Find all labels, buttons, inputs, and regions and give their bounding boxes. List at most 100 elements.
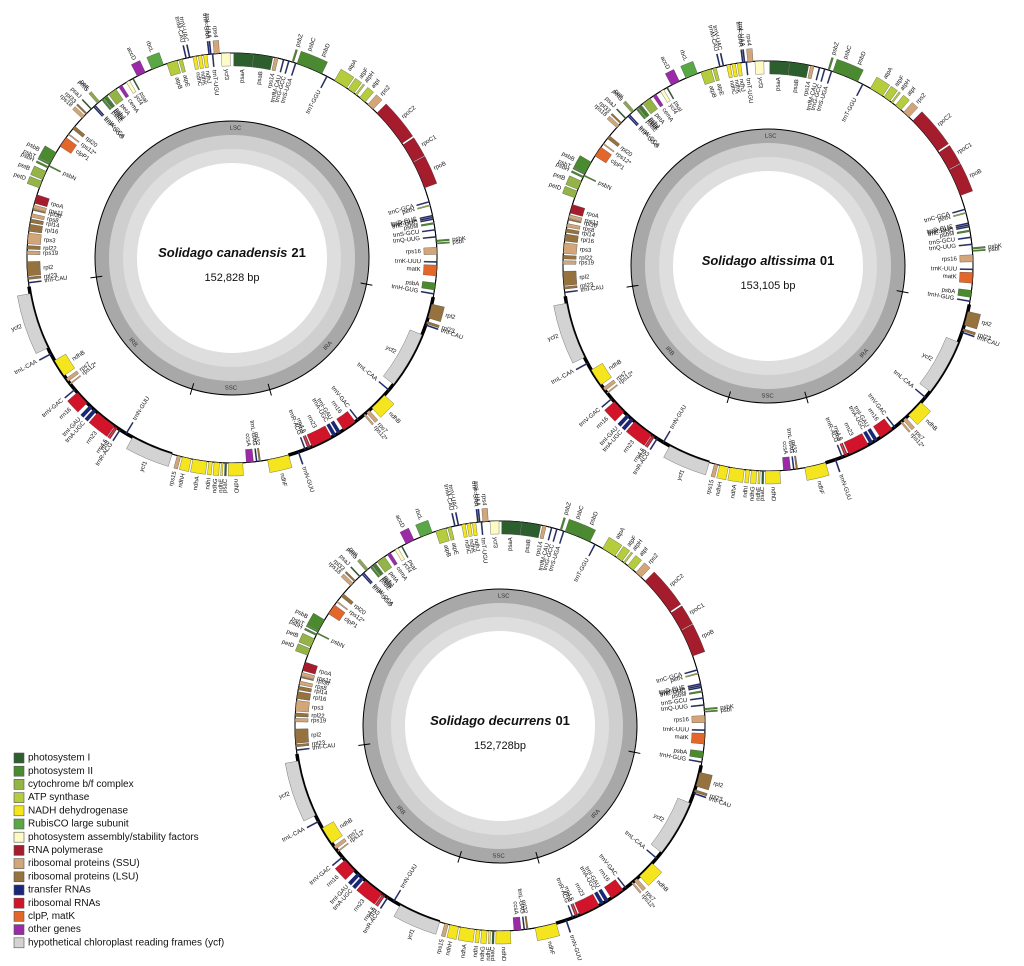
gene-label: rrn23 xyxy=(353,898,367,913)
gene-block xyxy=(719,52,725,67)
gene-block xyxy=(895,95,910,111)
gene-label: trnE-UUC xyxy=(392,220,419,231)
gene-block xyxy=(604,879,624,899)
gene-label: rpl2 xyxy=(43,265,54,272)
gene-block xyxy=(791,456,795,470)
gene-block xyxy=(436,238,450,242)
gene-label: rrn23 xyxy=(573,882,585,898)
gene-block xyxy=(841,442,848,456)
gene-block xyxy=(93,106,104,117)
gene-label: trnK-UUU xyxy=(931,266,957,272)
gene-block xyxy=(54,353,75,376)
gene-label: rps3 xyxy=(44,238,57,245)
gene-label: ycf1 xyxy=(677,468,687,481)
gene-label: trnL-CAA xyxy=(551,369,576,386)
gene-label: ycf2 xyxy=(921,352,934,363)
gene-block xyxy=(757,470,761,485)
gene-block xyxy=(562,255,577,260)
gene-block xyxy=(631,881,642,894)
gene-label: psbA xyxy=(673,748,687,756)
center-disc xyxy=(137,163,327,353)
gene-block xyxy=(425,324,439,331)
gene-block xyxy=(665,69,680,86)
region-tick xyxy=(804,391,809,404)
gene-label: petN xyxy=(402,207,416,216)
gene-label: trnE-UUC xyxy=(660,688,687,699)
gene-block xyxy=(769,60,790,76)
gene-block xyxy=(957,288,972,298)
gene-label: trnI-CAU xyxy=(580,285,604,294)
gene-block xyxy=(466,522,473,537)
gene-block xyxy=(712,67,720,82)
gene-label: rps19 xyxy=(43,251,59,257)
gene-label: trnN-GUU xyxy=(132,396,151,422)
gene-block xyxy=(670,605,693,631)
legend-swatch xyxy=(13,871,25,883)
gene-label: matK xyxy=(942,274,956,281)
gene-block xyxy=(646,849,658,859)
region-tick xyxy=(626,284,639,288)
gene-label: psbB xyxy=(560,151,575,163)
gene-label: petB xyxy=(552,172,566,182)
gene-block xyxy=(583,174,597,183)
gene-block xyxy=(740,49,744,63)
genome-length: 153,105 bp xyxy=(740,280,795,292)
gene-block xyxy=(567,905,574,919)
gene-label: rpl22 xyxy=(43,246,57,253)
gene-block xyxy=(578,524,596,542)
gene-label: trnM-CAU xyxy=(173,16,185,43)
gene-label: ndhB xyxy=(924,418,938,432)
gene-block xyxy=(347,78,362,94)
gene-label: rpoA xyxy=(50,201,64,210)
gene-block xyxy=(454,512,460,526)
gene-block xyxy=(914,388,926,399)
gene-block xyxy=(334,859,355,880)
gene-label: rps15 xyxy=(169,470,179,487)
gene-block xyxy=(972,246,986,250)
gene-block xyxy=(606,384,618,394)
gene-block xyxy=(731,63,738,78)
gene-label: ndhD xyxy=(232,479,238,494)
gene-block xyxy=(399,527,415,545)
gene-block xyxy=(376,894,386,907)
gene-block xyxy=(182,45,187,59)
gene-block xyxy=(610,113,622,125)
gene-block xyxy=(564,289,578,294)
gene-block xyxy=(639,863,663,886)
gene-label: rpoC1 xyxy=(689,602,707,616)
gene-block xyxy=(352,876,365,890)
gene-label: psbT xyxy=(22,149,37,161)
gene-label: psbI xyxy=(720,707,732,714)
gene-block xyxy=(300,676,314,681)
gene-label: rpoA xyxy=(586,211,600,220)
gene-block xyxy=(598,888,609,903)
gene-block xyxy=(959,254,974,263)
gene-block xyxy=(750,470,757,484)
gene-block xyxy=(125,421,134,435)
gene-label: trnS-GCU xyxy=(393,230,420,240)
gene-block xyxy=(843,433,869,455)
gene-label: rrn16 xyxy=(596,416,611,430)
gene-block xyxy=(591,363,612,386)
gene-label: psaA xyxy=(776,77,783,91)
gene-block xyxy=(863,430,874,445)
gene-block xyxy=(207,461,213,476)
legend-label: NADH dehydrogenase xyxy=(28,805,128,816)
gene-block xyxy=(680,61,698,79)
map-title: Solidago altissima 01 xyxy=(702,253,835,268)
legend-swatch xyxy=(13,765,25,777)
gene-label: psbA xyxy=(405,280,419,288)
gene-block xyxy=(296,747,310,751)
gene-block xyxy=(344,571,356,583)
gene-block xyxy=(331,856,344,867)
gene-block xyxy=(574,893,600,916)
gene-block xyxy=(902,417,915,431)
gene-label: ndhK xyxy=(733,79,741,94)
region-label: IRA xyxy=(323,340,334,351)
gene-label: psbH xyxy=(288,619,303,631)
gene-block xyxy=(26,176,43,189)
gene-block xyxy=(298,633,315,648)
gene-block xyxy=(284,60,290,74)
gene-block xyxy=(552,528,558,542)
